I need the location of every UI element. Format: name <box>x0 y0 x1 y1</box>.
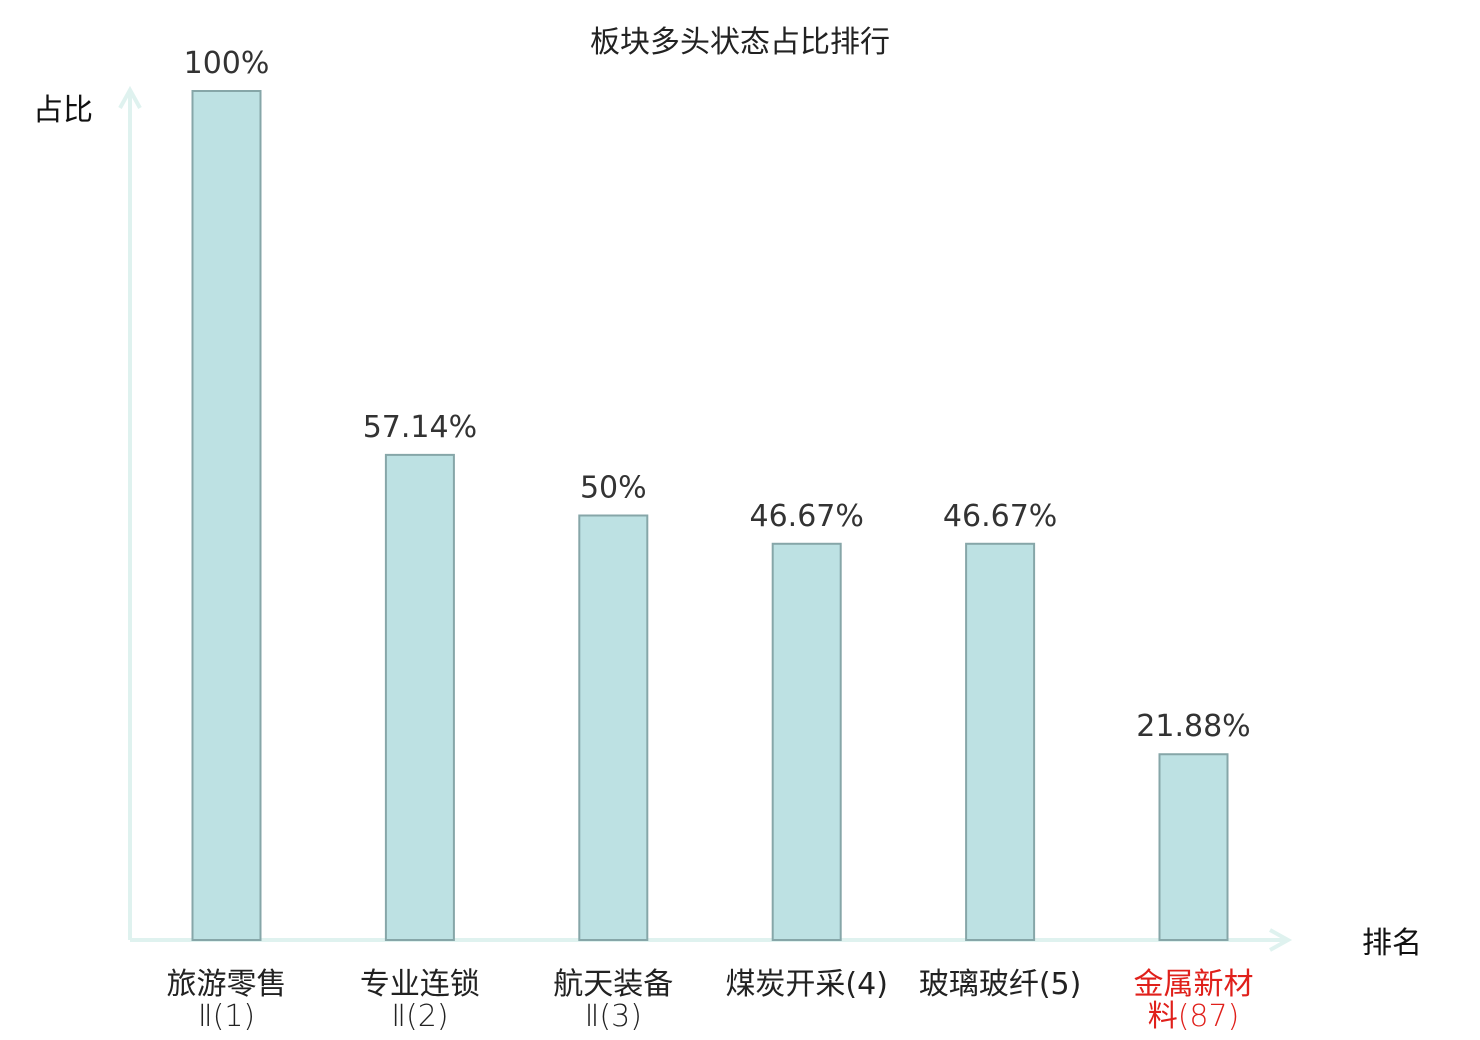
category-label-5: 玻璃玻纤(5) <box>919 967 1082 1002</box>
category-label-line1: 旅游零售 <box>167 967 287 1002</box>
category-label-line1: 玻璃玻纤(5) <box>919 967 1082 1002</box>
value-labels-group: 100% 57.14% 50% 46.67% 46.67% 21.88% <box>184 46 1251 744</box>
category-label-2: 专业连锁 Ⅱ(2) <box>360 967 480 1034</box>
value-label-2: 57.14% <box>363 410 477 445</box>
value-label-6: 21.88% <box>1136 709 1250 744</box>
value-label-3: 50% <box>580 471 647 506</box>
y-axis <box>118 85 142 940</box>
bar-5 <box>965 542 1036 942</box>
category-label-line1: 专业连锁 <box>360 967 480 1002</box>
y-axis-arrow <box>118 85 142 109</box>
chart-title: 板块多头状态占比排行 <box>590 25 890 60</box>
category-label-line1: 金属新材 <box>1134 967 1254 1002</box>
category-label-line2: Ⅱ(1) <box>198 999 255 1034</box>
value-label-5: 46.67% <box>943 499 1057 534</box>
bar-1 <box>191 90 262 941</box>
category-label-4: 煤炭开采(4) <box>725 967 888 1002</box>
x-axis-label: 排名 <box>1362 926 1422 961</box>
category-label-line1: 煤炭开采(4) <box>725 967 888 1002</box>
y-axis-label: 占比 <box>33 93 93 128</box>
value-label-1: 100% <box>184 46 270 81</box>
category-label-line2: Ⅱ(2) <box>391 999 448 1034</box>
category-labels-group: 旅游零售 Ⅱ(1) 专业连锁 Ⅱ(2) 航天装备 Ⅱ(3) 煤炭开采(4) 玻璃玻纤(5) 金属… <box>167 967 1254 1034</box>
category-label-6: 金属新材料(87) <box>1134 967 1254 1034</box>
category-label-line1: 航天装备 <box>553 967 673 1002</box>
bar-3 <box>578 514 649 941</box>
x-axis-arrow <box>1269 928 1293 952</box>
x-axis <box>130 928 1293 952</box>
category-label-3: 航天装备 Ⅱ(3) <box>553 967 673 1034</box>
bar-2 <box>384 453 455 941</box>
value-label-4: 46.67% <box>750 499 864 534</box>
bars-group <box>191 90 1229 942</box>
category-label-line2: 料(87) <box>1148 999 1240 1034</box>
category-label-1: 旅游零售 Ⅱ(1) <box>167 967 287 1034</box>
bar-4 <box>771 542 842 942</box>
bar-6 <box>1158 753 1229 941</box>
category-label-line2: Ⅱ(3) <box>585 999 642 1034</box>
